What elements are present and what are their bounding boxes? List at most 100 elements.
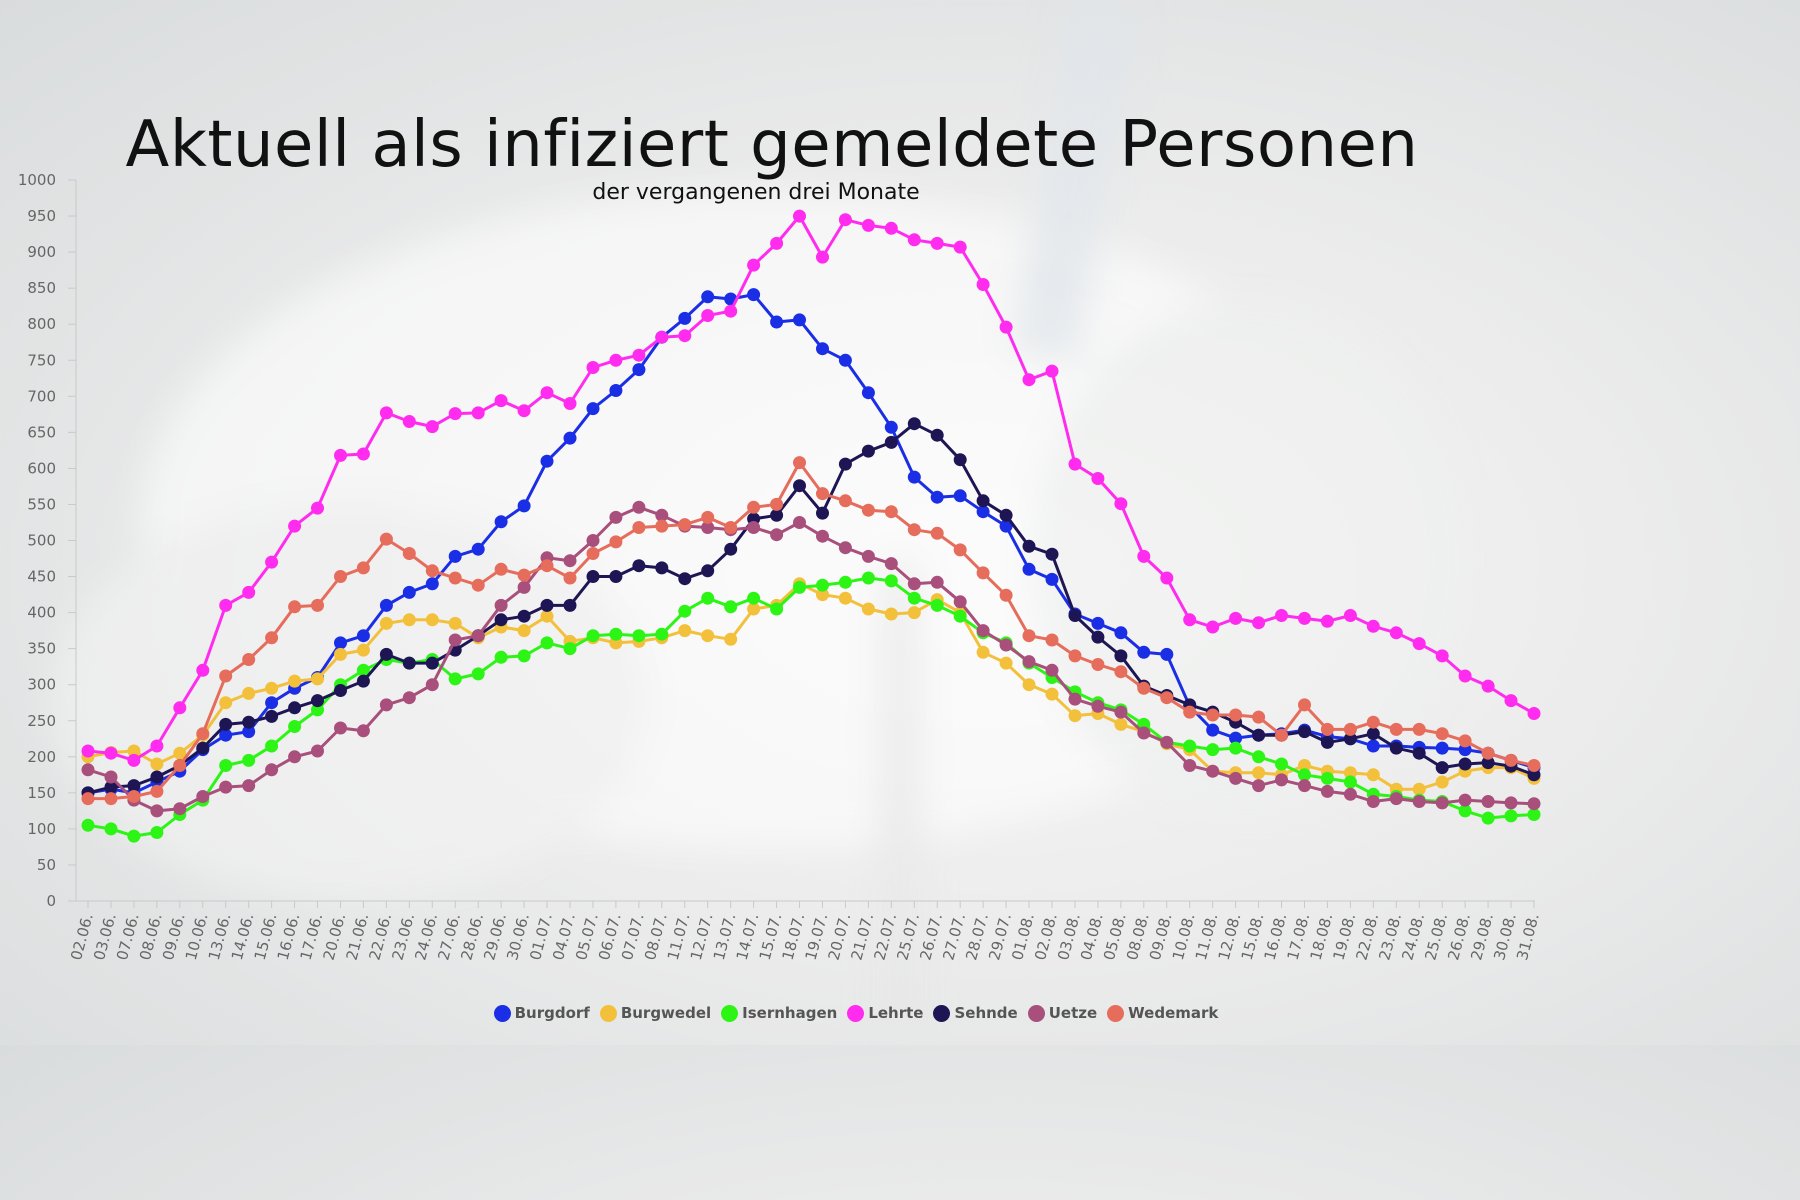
y-tick-label: 0 [46, 892, 56, 910]
data-point [724, 304, 738, 318]
data-point [311, 501, 324, 515]
data-point [127, 779, 141, 793]
data-point [1229, 731, 1243, 745]
data-point [724, 632, 738, 646]
data-point [1045, 572, 1059, 586]
data-point [701, 564, 715, 578]
data-point [1435, 727, 1449, 741]
data-point [173, 802, 187, 816]
legend-item-isernhagen[interactable]: Isernhagen [721, 1004, 837, 1022]
data-point [1160, 647, 1174, 661]
series-line [87, 214, 1535, 762]
data-point [494, 515, 508, 529]
data-point [219, 669, 233, 683]
legend-item-lehrte[interactable]: Lehrte [847, 1004, 923, 1022]
data-point [976, 645, 990, 659]
y-tick-label: 850 [27, 279, 56, 297]
y-tick-label: 650 [27, 423, 56, 441]
data-point [173, 701, 187, 715]
data-point [838, 575, 852, 589]
data-point [816, 487, 829, 501]
data-point [219, 780, 233, 794]
data-point [1343, 722, 1357, 736]
data-point [402, 585, 416, 599]
legend-item-wedemark[interactable]: Wedemark [1107, 1004, 1218, 1022]
data-point [288, 750, 302, 764]
data-point [150, 757, 164, 771]
data-point [563, 431, 577, 445]
data-point [1022, 539, 1036, 553]
data-point [1435, 741, 1449, 755]
data-point [1022, 562, 1036, 576]
data-point [311, 672, 324, 686]
data-point [724, 542, 738, 556]
data-point [1137, 726, 1151, 740]
data-point [953, 489, 967, 503]
data-point [311, 703, 324, 717]
data-point [632, 348, 646, 362]
data-point [1206, 620, 1220, 634]
data-point [586, 547, 600, 560]
series-group [81, 209, 1541, 843]
data-point [838, 591, 852, 605]
series-lehrte [81, 209, 1541, 767]
data-point [219, 759, 233, 772]
data-point [494, 598, 508, 612]
data-point [747, 500, 761, 514]
data-point [838, 213, 852, 227]
data-point [793, 516, 806, 529]
data-point [999, 519, 1013, 533]
data-point [402, 656, 416, 670]
data-point [632, 500, 646, 514]
data-point [907, 233, 921, 247]
data-point [1091, 616, 1105, 630]
data-point [1114, 665, 1128, 679]
data-point [1504, 796, 1518, 810]
legend-item-uetze[interactable]: Uetze [1027, 1004, 1097, 1022]
data-point [884, 420, 898, 434]
data-point [701, 591, 715, 605]
legend-item-burgwedel[interactable]: Burgwedel [599, 1004, 711, 1022]
data-point [701, 510, 715, 524]
series-line [87, 422, 1535, 795]
data-point [288, 720, 302, 733]
data-point [770, 528, 784, 542]
data-point [81, 744, 95, 758]
legend-item-burgdorf[interactable]: Burgdorf [493, 1004, 590, 1022]
data-point [1229, 611, 1243, 625]
data-point [678, 311, 692, 325]
data-point [884, 557, 898, 571]
data-point [1298, 768, 1311, 782]
data-point [1435, 775, 1449, 789]
data-point [999, 588, 1013, 602]
data-point [104, 792, 118, 806]
data-point [976, 278, 990, 291]
data-point [1458, 804, 1472, 818]
y-tick-label: 400 [27, 604, 56, 622]
data-point [609, 570, 623, 583]
data-point [770, 602, 784, 616]
data-point [379, 647, 393, 661]
data-point [1504, 809, 1518, 823]
data-point [861, 444, 875, 458]
data-point [1458, 757, 1472, 771]
data-point [770, 236, 784, 250]
data-point [770, 508, 784, 522]
legend-item-sehnde[interactable]: Sehnde [933, 1004, 1018, 1022]
data-point [861, 386, 875, 400]
data-point [953, 240, 967, 254]
line-chart: 0 50 100 150 200 250 300 350 400 450 500 550 600 650 7… [18, 171, 1543, 962]
data-point [1275, 773, 1288, 787]
data-point [632, 559, 646, 573]
data-point [196, 663, 210, 677]
data-point [884, 574, 898, 588]
data-point [1206, 764, 1220, 778]
data-point [861, 503, 875, 517]
data-point [288, 701, 302, 715]
data-point [1160, 735, 1174, 749]
data-point [586, 629, 600, 643]
data-point [448, 672, 462, 686]
data-point [678, 572, 692, 586]
data-point [104, 822, 118, 836]
data-point [402, 691, 416, 705]
